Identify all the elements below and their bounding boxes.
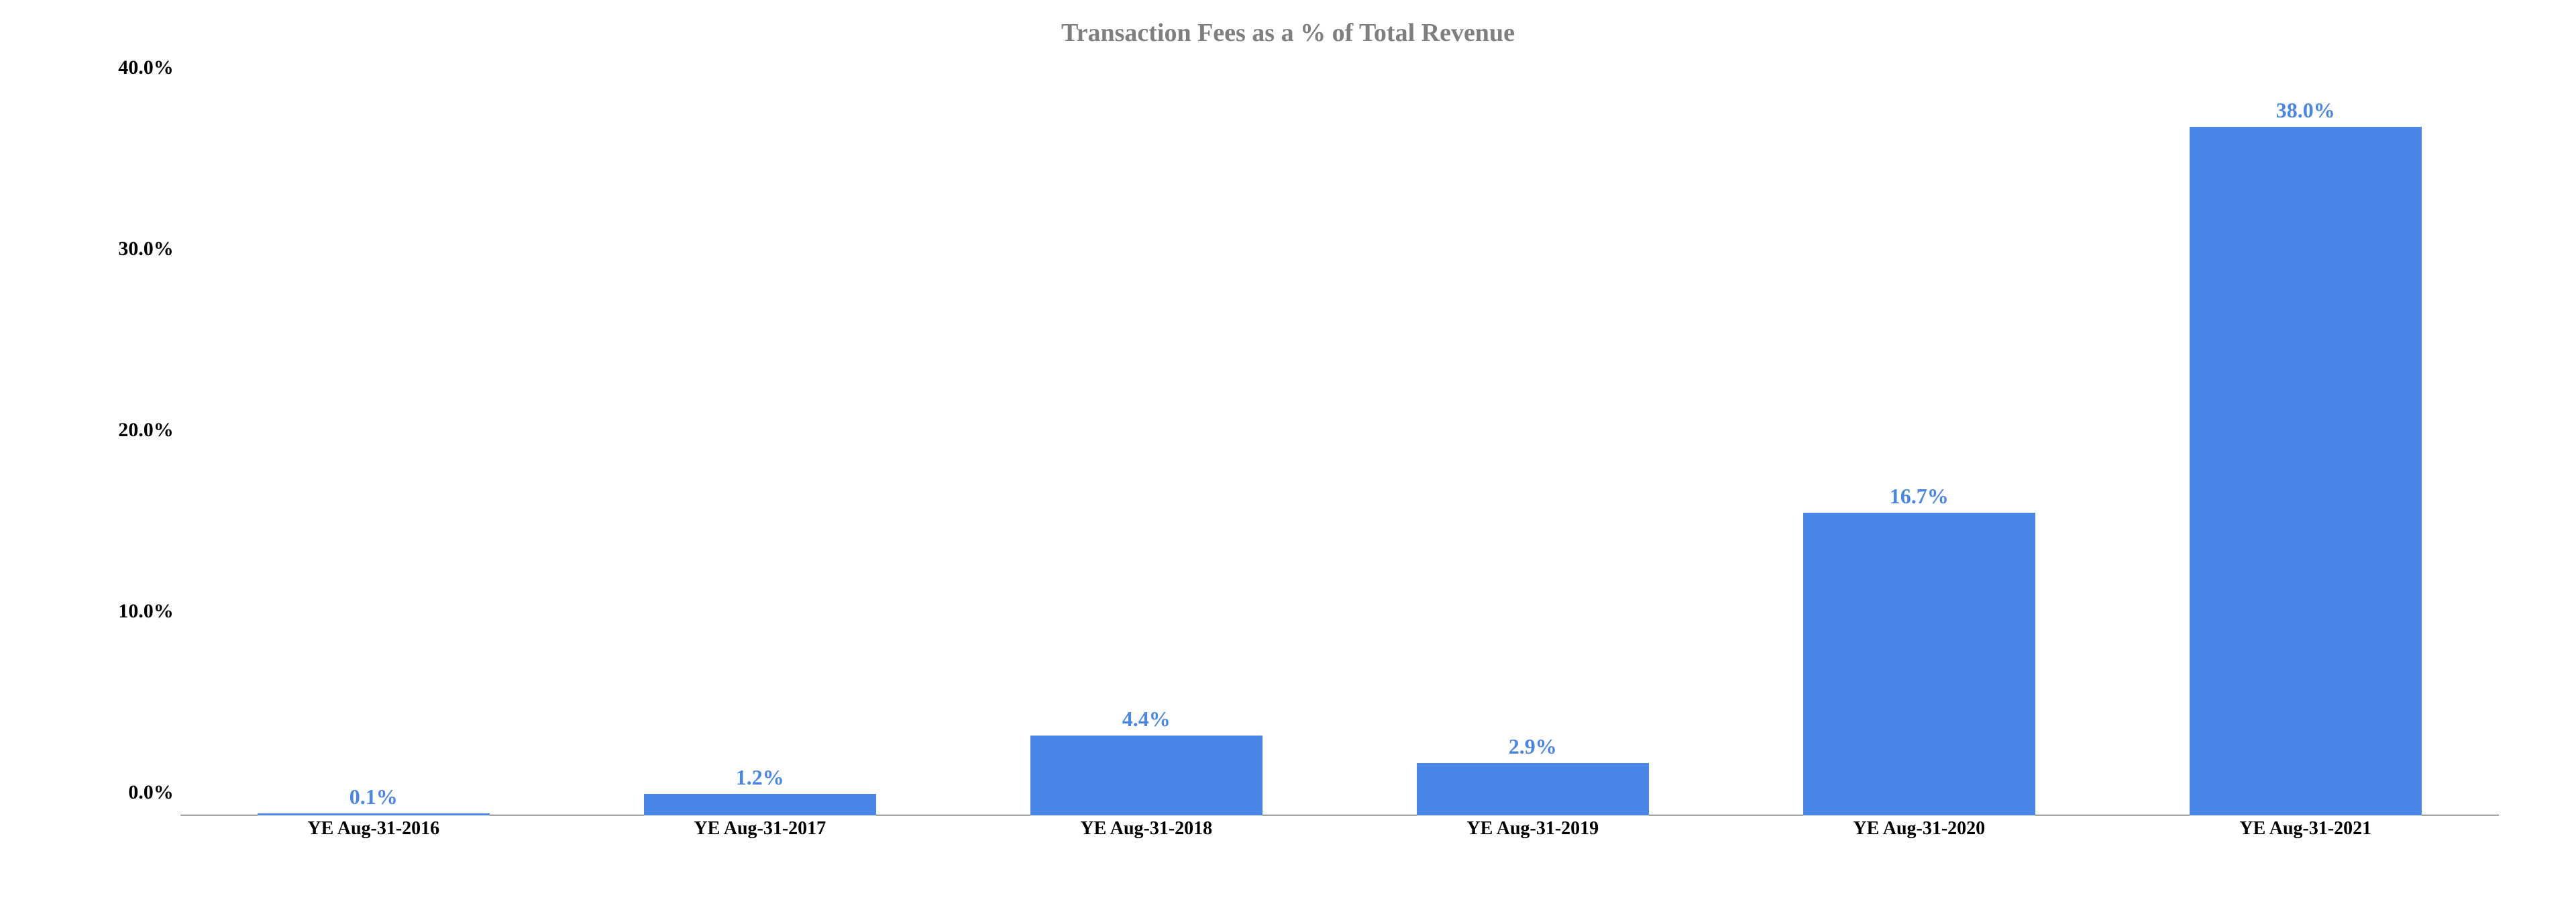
bar-value-label: 2.9% [1509,734,1557,759]
bar-slot: 2.9% [1340,91,1726,815]
bar-value-label: 0.1% [350,785,398,809]
bar-slot: 1.2% [567,91,953,815]
x-axis-label: YE Aug-31-2016 [180,815,567,840]
bar-value-label: 1.2% [736,765,784,790]
plot-area: 0.1% 1.2% 4.4% 2.9% 16.7% 38.0% [180,91,2499,815]
x-axis-label: YE Aug-31-2017 [567,815,953,840]
bar: 1.2% [644,794,876,815]
bar-value-label: 38.0% [2276,98,2335,123]
bar: 38.0% [2190,127,2422,815]
bars-row: 0.1% 1.2% 4.4% 2.9% 16.7% 38.0% [180,91,2499,815]
bar: 16.7% [1803,513,2035,815]
bar-slot: 16.7% [1726,91,2112,815]
x-axis-label: YE Aug-31-2018 [953,815,1340,840]
x-axis-label: YE Aug-31-2019 [1340,815,1726,840]
y-tick: 0.0% [128,781,174,804]
y-tick: 20.0% [118,419,174,442]
bar-slot: 4.4% [953,91,1340,815]
x-axis-label: YE Aug-31-2020 [1726,815,2112,840]
bar-value-label: 4.4% [1122,707,1171,732]
y-tick: 30.0% [118,238,174,260]
bar-slot: 0.1% [180,91,567,815]
y-axis: 0.0%10.0%20.0%30.0%40.0% [0,91,180,815]
chart-container: Transaction Fees as a % of Total Revenue… [0,0,2576,906]
x-axis-label: YE Aug-31-2021 [2112,815,2499,840]
bar: 4.4% [1030,736,1263,815]
y-tick: 10.0% [118,600,174,623]
bar: 2.9% [1417,763,1649,815]
y-tick: 40.0% [118,56,174,79]
chart-title: Transaction Fees as a % of Total Revenue [0,18,2576,48]
bar-slot: 38.0% [2112,91,2499,815]
x-axis: YE Aug-31-2016YE Aug-31-2017YE Aug-31-20… [180,815,2499,906]
bar-value-label: 16.7% [1890,484,1949,509]
